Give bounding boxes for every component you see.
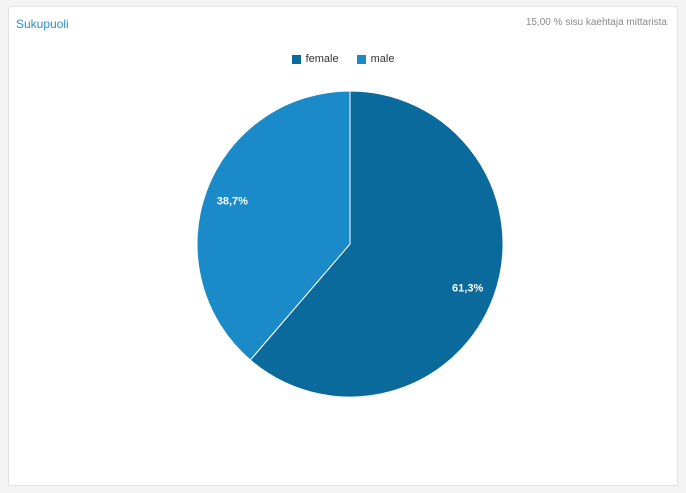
slice-label-male: 38,7%	[217, 195, 248, 207]
legend-label-male: male	[370, 53, 395, 65]
legend-item-female[interactable]: female	[291, 53, 339, 65]
chart-card: Sukupuoli 15,00 % sisu kaehtaja mittaris…	[8, 6, 678, 486]
pie-slice-male[interactable]	[196, 90, 351, 361]
slice-label-female: 61,3%	[452, 283, 483, 295]
pie-chart: 61,3% 38,7%	[196, 90, 504, 398]
chart-note: 15,00 % sisu kaehtaja mittarista	[525, 17, 667, 28]
chart-legend: female male	[9, 53, 677, 65]
pie-slice-female[interactable]	[249, 90, 504, 398]
legend-item-male[interactable]: male	[356, 53, 395, 65]
legend-swatch-female	[291, 54, 301, 64]
legend-label-female: female	[305, 53, 339, 65]
legend-swatch-male	[356, 54, 366, 64]
chart-title: Sukupuoli	[16, 17, 69, 31]
